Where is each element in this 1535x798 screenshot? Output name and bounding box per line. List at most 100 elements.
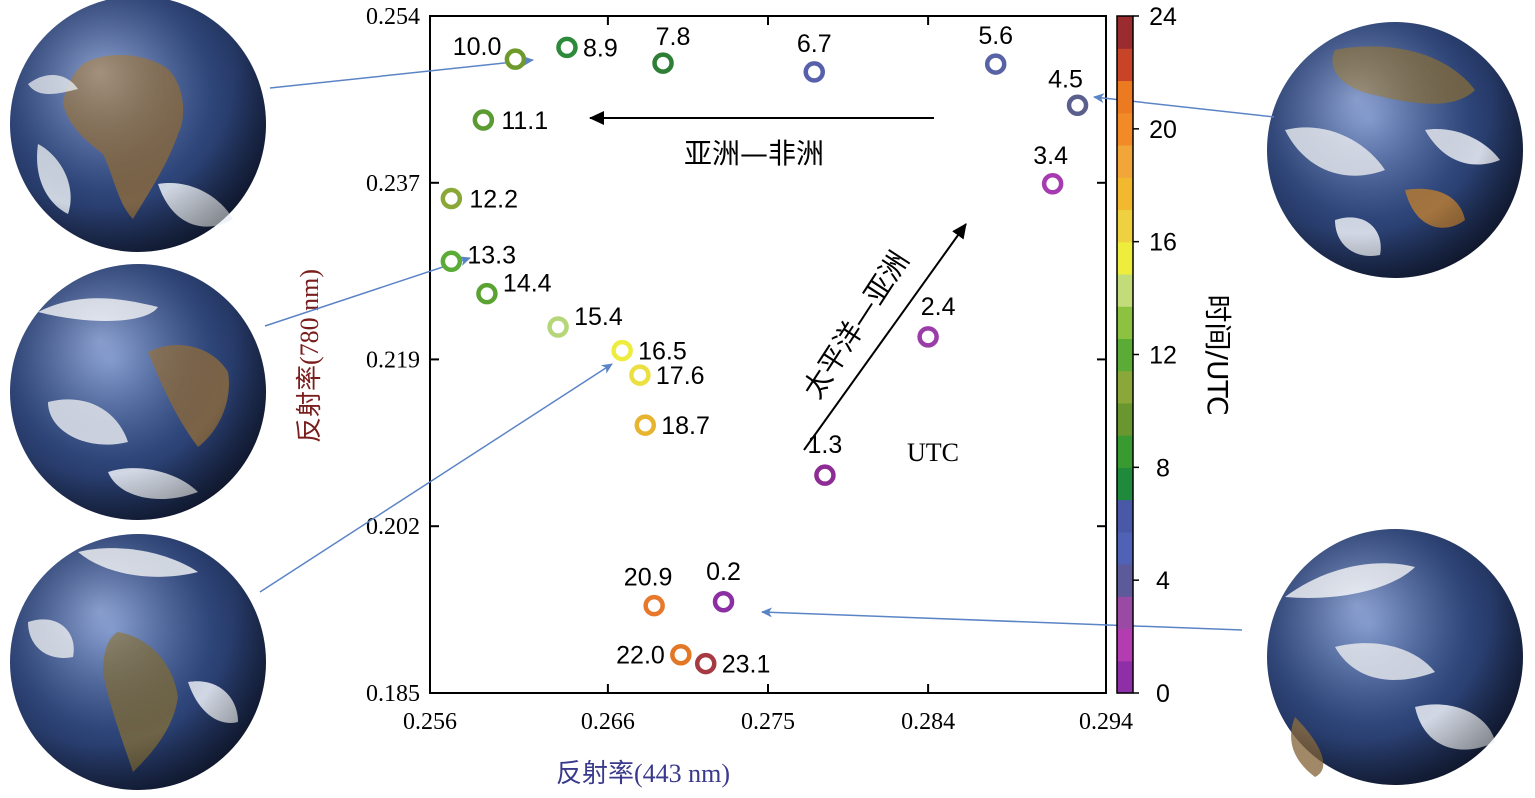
earth-pacific-icon xyxy=(1267,529,1523,785)
colorbar-segment xyxy=(1117,177,1133,211)
earth-connectors xyxy=(259,56,1275,631)
colorbar-segment xyxy=(1117,48,1133,82)
data-label: 10.0 xyxy=(453,33,502,61)
connector-line xyxy=(269,56,534,89)
data-point xyxy=(803,61,826,83)
data-label: 16.5 xyxy=(638,338,687,366)
earth-atlantic-icon xyxy=(10,264,266,520)
data-label: 1.3 xyxy=(808,431,843,459)
data-label: 15.4 xyxy=(574,303,623,331)
data-point xyxy=(814,464,836,486)
x-tick-label: 0.275 xyxy=(741,709,795,735)
colorbar-tick-label: 8 xyxy=(1156,454,1170,482)
colorbar-segment xyxy=(1117,467,1133,501)
data-point xyxy=(611,339,633,362)
earth-africa-europe-icon xyxy=(10,0,266,252)
data-point xyxy=(440,187,463,210)
colorbar-segment xyxy=(1117,531,1133,565)
colorbar: 0 4 8 12 16 20 24 xyxy=(1116,3,1177,708)
colorbar-segment xyxy=(1117,435,1133,468)
data-label: 17.6 xyxy=(656,362,705,390)
connector-line xyxy=(264,256,471,327)
data-label: 12.2 xyxy=(469,185,518,213)
colorbar-segment xyxy=(1117,628,1133,662)
data-point xyxy=(504,48,527,70)
earth-asia-australia-icon xyxy=(1267,22,1523,278)
x-tick-label: 0.294 xyxy=(1079,709,1133,735)
x-tick-label: 0.256 xyxy=(403,709,457,735)
x-tick-label: 0.266 xyxy=(581,709,635,735)
data-label: 2.4 xyxy=(921,293,956,321)
y-axis-label: 反射率(780 nm) xyxy=(295,269,324,443)
colorbar-segment xyxy=(1117,596,1133,630)
data-label: 14.4 xyxy=(503,270,552,298)
data-label: 0.2 xyxy=(706,558,741,586)
colorbar-segment xyxy=(1117,273,1133,307)
data-point xyxy=(670,643,692,666)
data-point xyxy=(984,53,1007,75)
data-point xyxy=(440,250,463,273)
colorbar-tick-label: 24 xyxy=(1149,3,1177,31)
data-label: 4.5 xyxy=(1048,65,1083,93)
data-point xyxy=(629,364,651,386)
y-tick-label: 0.185 xyxy=(366,681,420,707)
y-axis: 0.185 0.202 0.219 0.237 0.254 xyxy=(366,4,1106,707)
colorbar-segment xyxy=(1117,564,1133,597)
data-point xyxy=(643,594,665,617)
colorbar-segment xyxy=(1117,370,1133,404)
colorbar-segment xyxy=(1117,80,1133,114)
colorbar-tick-label: 12 xyxy=(1149,342,1177,370)
data-label: 6.7 xyxy=(797,30,832,58)
data-label: 18.7 xyxy=(661,412,710,440)
colorbar-segment xyxy=(1117,338,1133,372)
colorbar-segment xyxy=(1117,306,1133,339)
data-label: 7.8 xyxy=(656,23,691,51)
colorbar-tick-label: 4 xyxy=(1156,567,1170,595)
x-tick-label: 0.284 xyxy=(901,709,955,735)
x-axis: 0.256 0.266 0.275 0.284 0.294 xyxy=(403,16,1133,735)
data-point xyxy=(652,52,674,74)
data-label: 22.0 xyxy=(616,642,665,670)
colorbar-label: 时间/UTC xyxy=(1201,295,1234,416)
earth-images xyxy=(10,0,1523,790)
colorbar-segment xyxy=(1117,209,1133,243)
connector-line xyxy=(761,607,1243,631)
data-point xyxy=(556,36,578,59)
data-point xyxy=(1041,173,1064,195)
colorbar-tick-label: 20 xyxy=(1149,116,1177,144)
data-point xyxy=(694,652,717,675)
data-point xyxy=(547,316,569,338)
data-label: 11.1 xyxy=(501,107,548,135)
data-label: 5.6 xyxy=(978,22,1013,50)
data-label: 20.9 xyxy=(624,564,673,592)
data-label: 23.1 xyxy=(722,651,771,679)
data-label: 3.4 xyxy=(1033,142,1068,170)
data-point xyxy=(634,414,657,436)
y-tick-label: 0.219 xyxy=(366,347,420,373)
x-axis-label: 反射率(443 nm) xyxy=(556,759,730,788)
data-points: 0.2 1.3 2.4 3.4 4.5 5.6 6.7 7.8 8.9 10.0 11.1 12.2 1… xyxy=(440,22,1089,679)
colorbar-segment xyxy=(1117,16,1133,49)
data-point xyxy=(917,326,939,348)
connector-line xyxy=(259,363,613,593)
route-2-arrow xyxy=(803,223,967,451)
utc-note: UTC xyxy=(907,438,959,467)
y-tick-label: 0.237 xyxy=(366,171,420,197)
colorbar-segment xyxy=(1117,241,1133,275)
data-label: 13.3 xyxy=(467,241,516,269)
y-tick-label: 0.254 xyxy=(366,4,420,30)
route-2-label: 太平洋—亚洲 xyxy=(796,245,915,404)
route-1-label: 亚洲—非洲 xyxy=(684,137,824,170)
data-point xyxy=(476,282,498,305)
y-tick-label: 0.202 xyxy=(366,514,420,540)
data-label: 8.9 xyxy=(583,34,618,62)
earth-americas-icon xyxy=(10,534,266,790)
colorbar-segment xyxy=(1117,660,1133,694)
colorbar-segment xyxy=(1117,499,1133,533)
colorbar-tick-label: 0 xyxy=(1156,680,1170,708)
colorbar-segment xyxy=(1117,402,1133,436)
data-point xyxy=(472,109,495,131)
data-point xyxy=(712,591,735,613)
colorbar-tick-label: 16 xyxy=(1149,229,1177,257)
